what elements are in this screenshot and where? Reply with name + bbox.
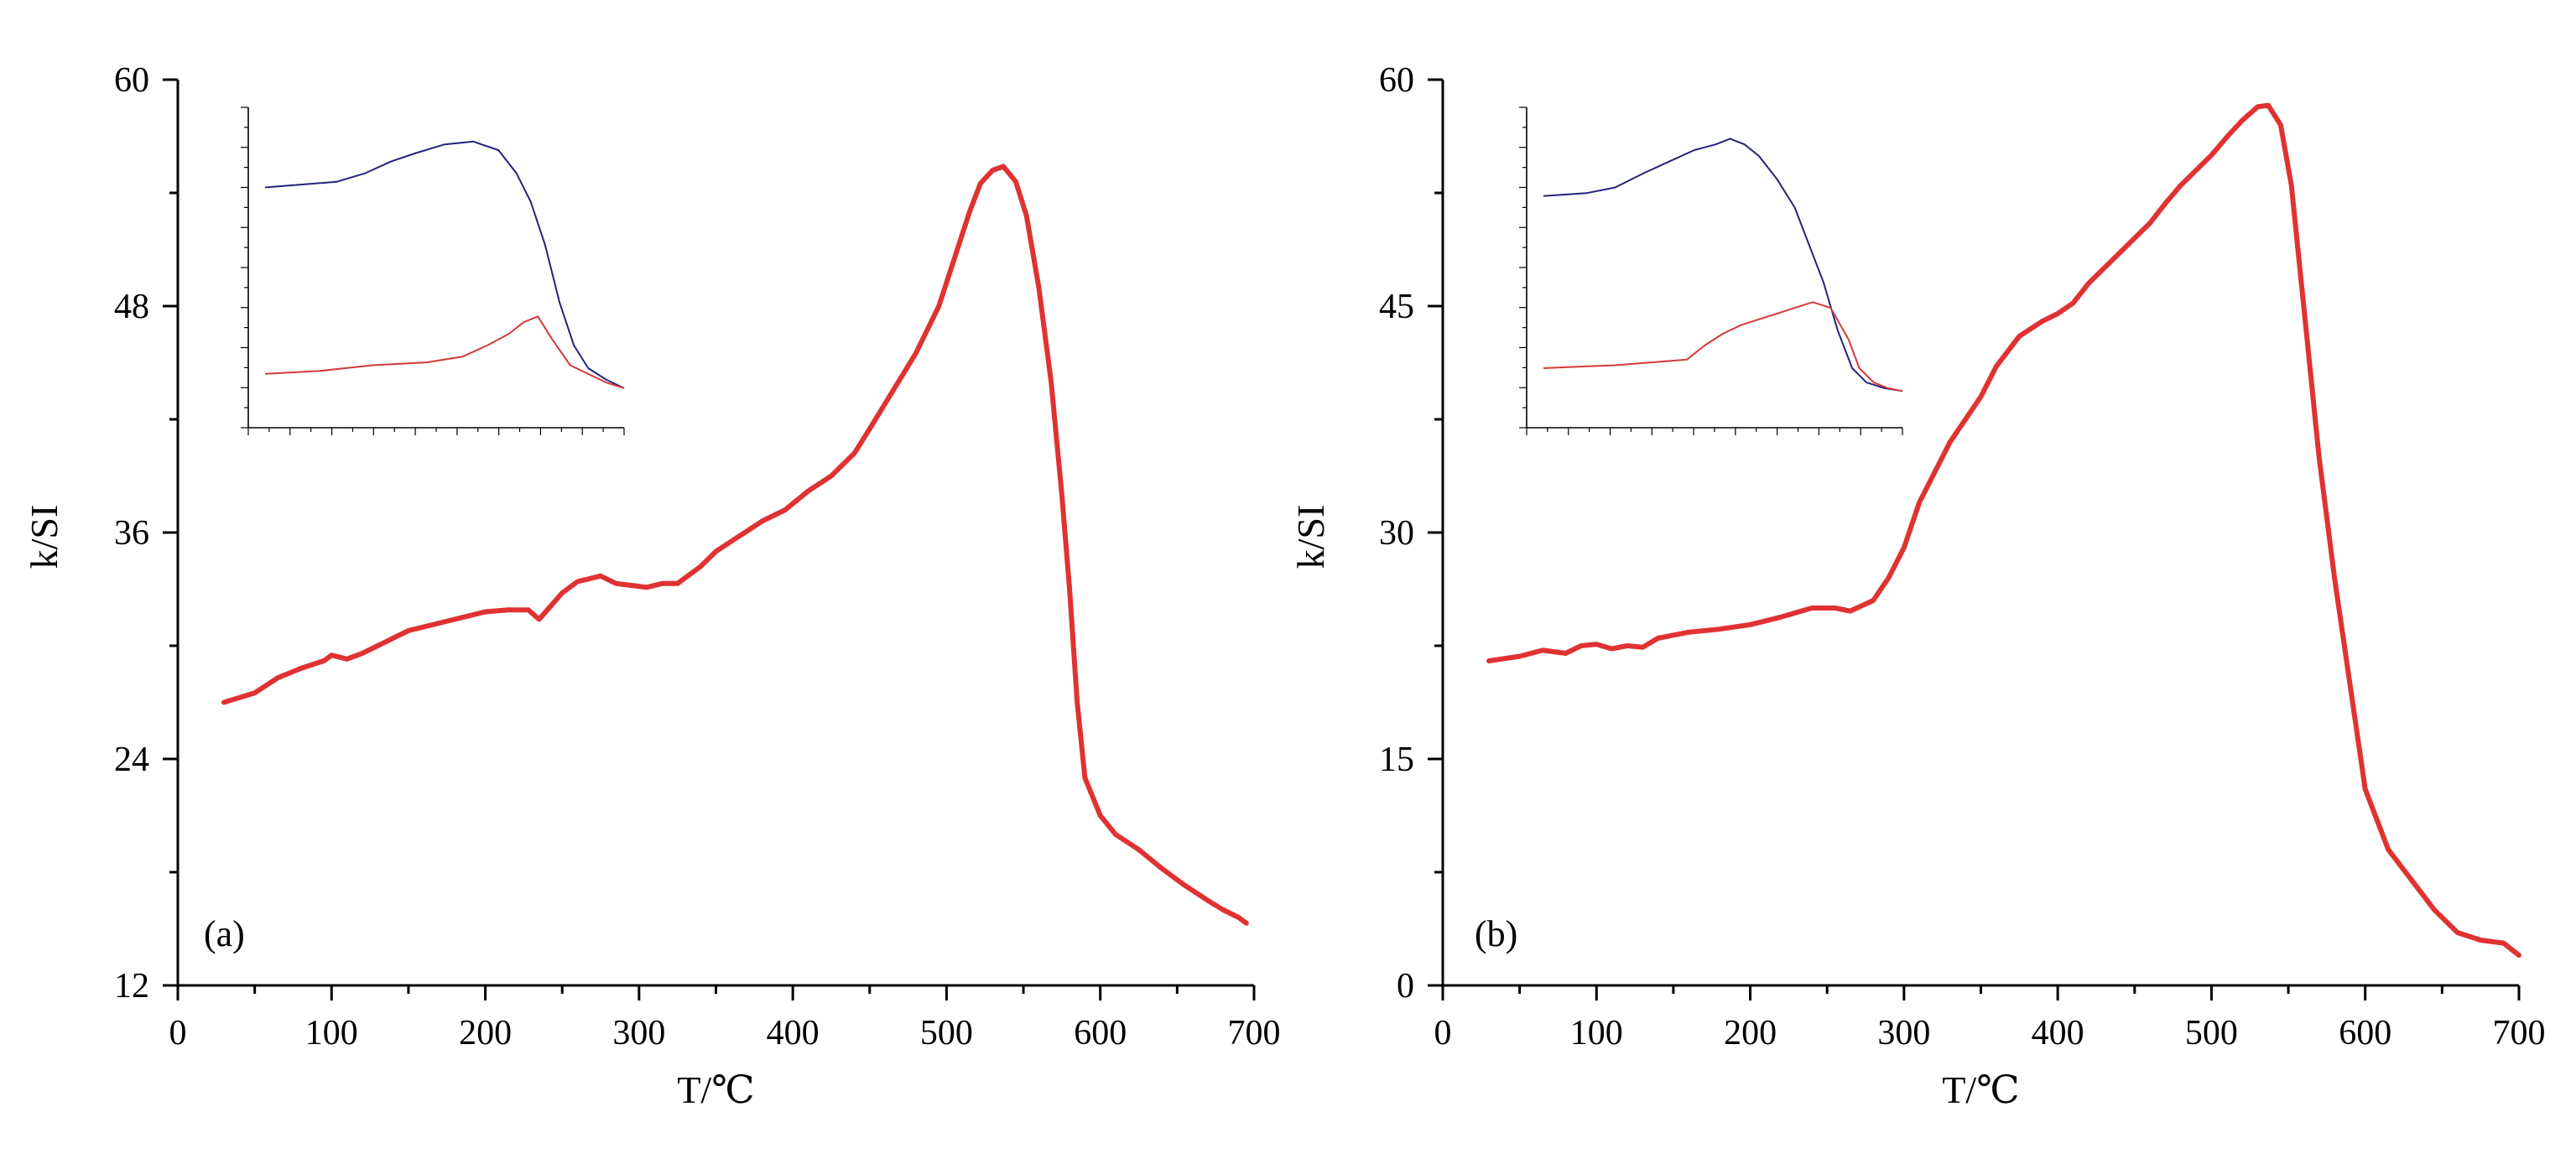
y-tick-label: 0: [1397, 967, 1414, 1006]
x-tick-label: 400: [2032, 1014, 2084, 1052]
series-line: [221, 164, 1249, 926]
x-tick-label: 100: [1570, 1014, 1623, 1052]
x-tick-label: 0: [169, 1014, 187, 1052]
x-tick-label: 700: [2493, 1014, 2546, 1052]
x-tick-label: 0: [1434, 1014, 1452, 1052]
panel-a: 0 100 200 300 400 500 600 700 12 24 36 48 60 T/℃ k/SI (…: [23, 61, 1281, 1111]
y-tick-label: 48: [114, 288, 149, 326]
y-tick-label: 60: [1379, 61, 1414, 100]
y-tick-label: 24: [114, 741, 149, 779]
x-tick-label: 500: [2185, 1014, 2238, 1052]
x-tick-label: 300: [1877, 1014, 1930, 1052]
y-tick-label: 60: [114, 61, 149, 100]
y-axis-title: k/SI: [1289, 505, 1332, 569]
y-tick-label: 15: [1379, 741, 1414, 779]
x-tick-label: 700: [1228, 1014, 1281, 1052]
x-tick-label: 500: [920, 1014, 973, 1052]
x-axis-title: T/℃: [677, 1068, 754, 1111]
x-tick-label: 400: [767, 1014, 820, 1052]
inset-series-blue: [1543, 138, 1903, 392]
panel-label: (a): [204, 913, 245, 954]
inset-series-red: [264, 315, 625, 389]
y-tick-label: 45: [1379, 288, 1414, 326]
y-tick-label: 30: [1379, 514, 1414, 553]
inset-series-blue: [264, 140, 625, 389]
x-tick-label: 200: [1724, 1014, 1777, 1052]
inset-plot: [241, 107, 625, 435]
y-tick-label: 36: [114, 514, 149, 553]
panel-label: (b): [1475, 913, 1517, 954]
x-tick-label: 600: [2339, 1014, 2391, 1052]
x-tick-label: 300: [612, 1014, 665, 1052]
x-tick-label: 100: [305, 1014, 358, 1052]
y-tick-label: 12: [114, 967, 149, 1006]
inset-plot: [1519, 107, 1903, 435]
panel-b: 0 100 200 300 400 500 600 700 0 15 30 45 60 T/℃ k/SI (b…: [1289, 61, 2546, 1111]
x-tick-label: 600: [1074, 1014, 1127, 1052]
x-axis-title: T/℃: [1942, 1068, 2019, 1111]
inset-series-red: [1543, 301, 1903, 392]
series-line: [1486, 102, 2521, 958]
y-axis-title: k/SI: [23, 505, 65, 569]
x-tick-label: 200: [459, 1014, 512, 1052]
